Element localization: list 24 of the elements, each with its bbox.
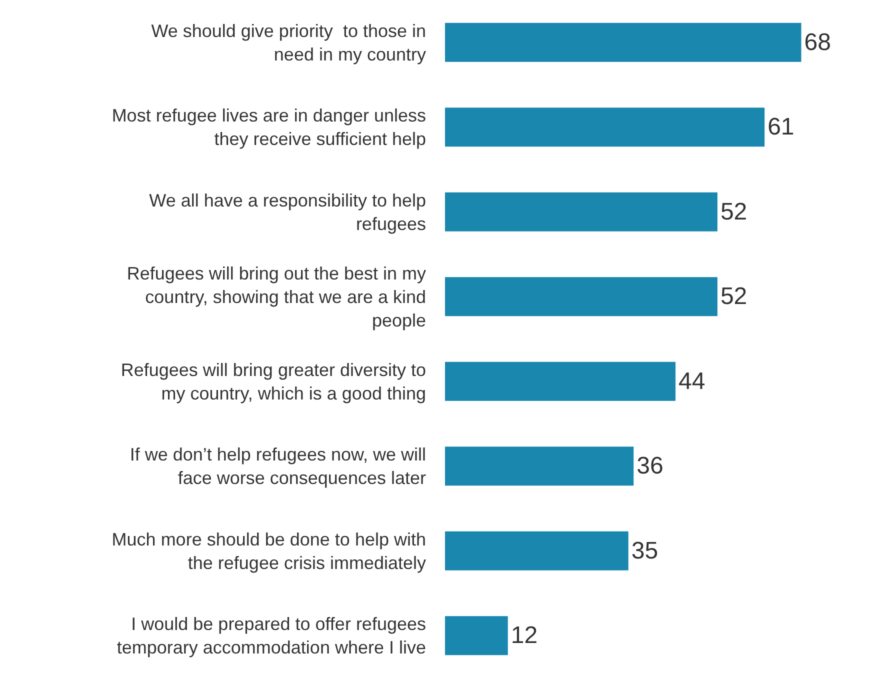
- data-label: 44: [678, 368, 706, 395]
- y-tick-label: Most refugee lives are in danger unless they receive sufficient help: [112, 106, 426, 150]
- bar: [445, 616, 508, 656]
- data-label: 52: [720, 283, 748, 310]
- y-tick-label: If we don’t help refugees now, we will face worse consequences later: [130, 444, 426, 488]
- data-label: 68: [804, 28, 831, 56]
- y-tick-label: Much more should be done to help with the refugee crisis immediately: [112, 529, 426, 573]
- bar: [445, 277, 718, 316]
- y-tick-label: Refugees will bring greater diversity to my country, which is a good thing: [120, 360, 426, 404]
- y-tick-label: Refugees will bring out the best in my country, showing that we are a kind people: [126, 264, 426, 330]
- bar: [445, 108, 765, 147]
- bar: [445, 446, 634, 486]
- y-tick-label: We all have a responsibility to help refugees: [149, 190, 426, 234]
- y-tick-label: We should give priority to those in need in my country: [151, 20, 426, 64]
- bar: [445, 192, 718, 232]
- bar: [445, 22, 802, 62]
- data-label: 36: [636, 452, 664, 480]
- data-label: 12: [510, 622, 538, 650]
- data-label: 35: [631, 537, 658, 564]
- data-label: 61: [768, 114, 794, 141]
- bar: [445, 362, 676, 401]
- data-label: 52: [720, 198, 748, 226]
- y-tick-label: I would be prepared to offer refugees temporary accommodation where I live: [116, 614, 426, 658]
- bar: [445, 531, 628, 570]
